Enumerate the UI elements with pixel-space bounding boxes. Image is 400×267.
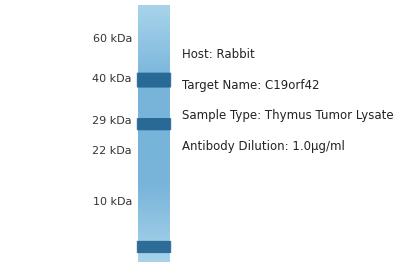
- Text: 22 kDa: 22 kDa: [92, 146, 132, 156]
- Text: Host: Rabbit: Host: Rabbit: [182, 48, 255, 61]
- FancyBboxPatch shape: [137, 241, 171, 253]
- Text: Sample Type: Thymus Tumor Lysate: Sample Type: Thymus Tumor Lysate: [182, 109, 394, 123]
- FancyBboxPatch shape: [137, 118, 171, 130]
- Text: 29 kDa: 29 kDa: [92, 116, 132, 127]
- Text: Antibody Dilution: 1.0µg/ml: Antibody Dilution: 1.0µg/ml: [182, 140, 345, 153]
- Text: 60 kDa: 60 kDa: [93, 34, 132, 44]
- Text: 10 kDa: 10 kDa: [93, 197, 132, 207]
- Text: 40 kDa: 40 kDa: [92, 74, 132, 84]
- FancyBboxPatch shape: [137, 73, 171, 88]
- Text: Target Name: C19orf42: Target Name: C19orf42: [182, 79, 320, 92]
